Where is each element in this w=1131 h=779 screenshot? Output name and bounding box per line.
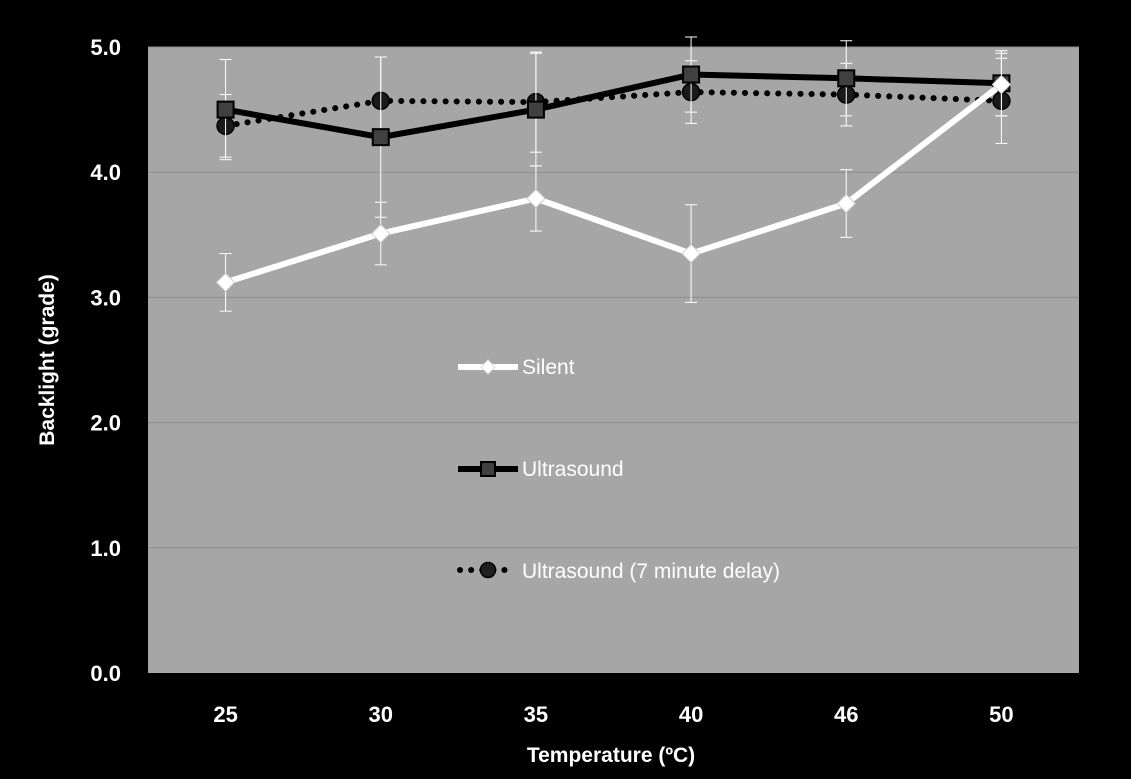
x-tick-label-1: 30 (369, 702, 393, 727)
x-tick-label-5: 50 (989, 702, 1013, 727)
y-tick-label-0: 0.0 (90, 661, 121, 686)
legend-item-ultrasound: Ultrasound (458, 458, 624, 481)
plot-area (148, 47, 1079, 673)
x-tick-label-2: 35 (524, 702, 548, 727)
y-tick-label-4: 4.0 (90, 160, 121, 185)
legend-item-ultrasound-delay: Ultrasound (7 minute delay) (457, 560, 780, 583)
data-point-silent-4 (836, 193, 856, 214)
series-silent (215, 52, 1012, 312)
data-point-ultrasound-4 (837, 69, 856, 88)
data-point-silent-2 (526, 188, 546, 209)
y-axis-ticks: 0.0 1.0 2.0 3.0 4.0 5.0 (90, 35, 121, 686)
y-axis-title: Backlight (grade) (36, 274, 59, 446)
legend-item-silent: Silent (458, 356, 575, 379)
legend-marker-ultrasound-delay (479, 561, 497, 579)
series-line-ultrasound-delay (222, 89, 1005, 129)
x-axis-title: Temperature (ºC) (527, 744, 695, 767)
legend: Silent Ultrasound Ultrasound (7 minute d… (457, 356, 780, 583)
y-tick-label-3: 3.0 (90, 285, 121, 310)
series-line-ultrasound (225, 71, 1002, 141)
legend-label-silent: Silent (522, 356, 575, 379)
legend-label-ultrasound: Ultrasound (522, 458, 624, 481)
legend-label-ultrasound-delay: Ultrasound (7 minute delay) (522, 560, 780, 583)
data-point-ultrasound-1 (371, 128, 390, 147)
data-point-silent-3 (681, 243, 701, 264)
data-point-silent-1 (371, 223, 391, 244)
data-point-silent-0 (215, 272, 236, 293)
y-tick-label-5: 5.0 (90, 35, 121, 60)
gridlines (148, 46, 1079, 549)
legend-marker-ultrasound (480, 461, 496, 477)
y-tick-label-2: 2.0 (90, 411, 121, 436)
data-point-silent-5 (991, 74, 1012, 95)
x-tick-label-0: 25 (213, 702, 237, 727)
series-layer (215, 36, 1012, 312)
series-line-silent (224, 82, 1004, 286)
data-point-ultrasound-0 (216, 100, 235, 119)
data-point-ultrasound-3 (682, 65, 701, 84)
x-axis-ticks: 25 30 35 40 46 50 (213, 702, 1013, 727)
y-tick-label-1: 1.0 (90, 536, 121, 561)
legend-marker-silent (480, 359, 496, 375)
data-point-ultrasound-2 (526, 100, 545, 119)
x-tick-label-4: 46 (834, 702, 858, 727)
x-tick-label-3: 40 (679, 702, 703, 727)
